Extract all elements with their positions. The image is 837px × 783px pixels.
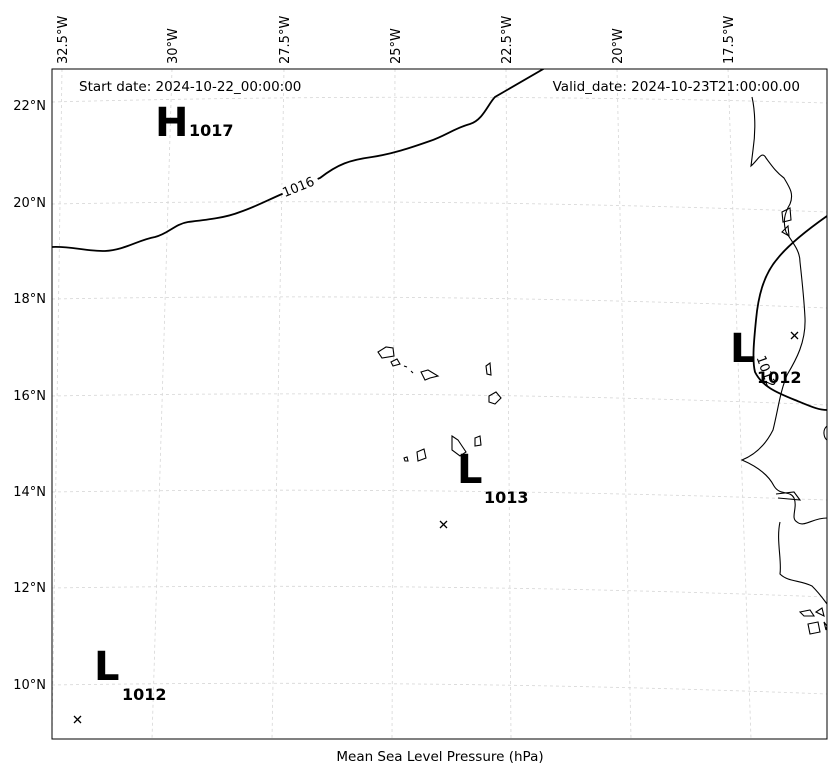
map-axis-title: Mean Sea Level Pressure (hPa) — [336, 749, 543, 765]
low-pressure-symbol: L — [730, 326, 756, 372]
parallel-20n — [52, 201, 827, 213]
lat-tick-label: 22°N — [13, 99, 46, 114]
high-pressure-symbol: H — [155, 100, 188, 146]
lon-tick-label: 27.5°W — [278, 16, 293, 64]
parallel-16n — [52, 393, 827, 406]
meridian-32-5w — [52, 69, 63, 739]
lat-tick-label: 12°N — [13, 581, 46, 596]
low-pressure-symbol: L — [94, 644, 120, 690]
isobar-1016 — [52, 69, 546, 252]
lat-tick-label: 10°N — [13, 678, 46, 693]
cape-verde-islands — [377, 346, 502, 462]
lon-tick-label: 25°W — [389, 28, 404, 64]
minimum-marker — [73, 715, 82, 724]
lon-tick-label: 17.5°W — [722, 16, 737, 64]
meridian-17-5w — [727, 69, 752, 739]
lon-tick-label: 30°W — [166, 28, 181, 64]
lat-tick-label: 20°N — [13, 196, 46, 211]
coastal-island-1 — [781, 207, 792, 223]
isobar-1012-east — [752, 215, 827, 411]
meridian-30w — [151, 69, 173, 739]
parallel-14n — [52, 489, 827, 501]
low-pressure-value: 1012 — [757, 368, 802, 387]
parallel-10n — [52, 682, 827, 695]
coast-bump-east — [823, 425, 827, 441]
valid-date-label: Valid_date: 2024-10-23T21:00:00.00 — [553, 79, 800, 95]
start-date-label: Start date: 2024-10-22_00:00:00 — [79, 79, 301, 95]
lat-tick-label: 18°N — [13, 292, 46, 307]
parallel-22n — [52, 96, 827, 104]
guinea-islands — [798, 607, 827, 635]
minimum-marker — [439, 520, 448, 529]
lat-tick-label: 16°N — [13, 389, 46, 404]
parallel-18n — [52, 296, 827, 309]
africa-coastline — [740, 96, 827, 605]
low-pressure-symbol: L — [457, 447, 483, 493]
lon-tick-label: 32.5°W — [56, 16, 71, 64]
lon-tick-label: 22.5°W — [500, 16, 515, 64]
low-pressure-value: 1013 — [484, 488, 529, 507]
meridian-25w — [391, 69, 396, 739]
meridian-20w — [616, 69, 632, 739]
parallel-12n — [52, 585, 827, 598]
meridian-22-5w — [505, 69, 512, 739]
low-pressure-value: 1012 — [122, 685, 167, 704]
gambia-coast — [775, 491, 802, 501]
high-pressure-value: 1017 — [189, 121, 234, 140]
lon-tick-label: 20°W — [611, 28, 626, 64]
coastal-island-2 — [781, 224, 790, 238]
meridian-27-5w — [271, 69, 285, 739]
minimum-marker — [790, 331, 799, 340]
lat-tick-label: 14°N — [13, 485, 46, 500]
map-frame — [51, 68, 828, 740]
graticule — [52, 69, 827, 739]
